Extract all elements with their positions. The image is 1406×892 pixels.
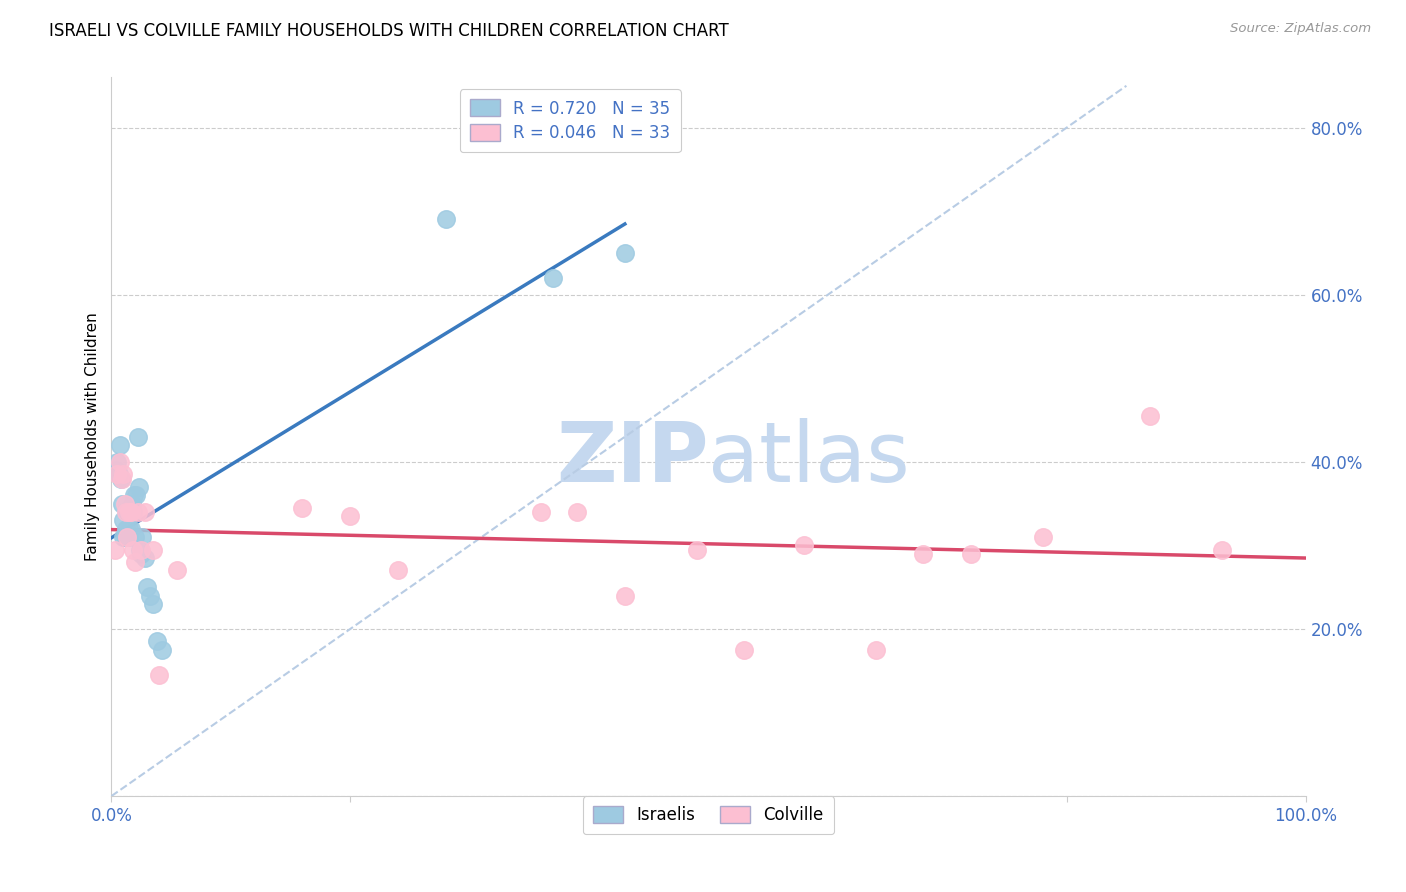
Point [115,530,138,544]
Point [114,530,136,544]
Point [166,564,188,578]
Point [112,530,135,544]
Point [129,542,152,557]
Point [148,668,170,682]
Point [134,550,156,565]
Point [121,497,143,511]
Point [291,500,314,515]
Point [114,522,136,536]
Y-axis label: Family Households with Children: Family Households with Children [86,312,100,561]
Point [960,547,983,561]
Legend: Israelis, Colville: Israelis, Colville [583,797,834,835]
Text: ZIP: ZIP [555,417,709,499]
Point [1139,409,1161,423]
Point [541,271,564,285]
Point [136,580,159,594]
Point [120,505,142,519]
Point [105,455,128,469]
Text: Source: ZipAtlas.com: Source: ZipAtlas.com [1230,22,1371,36]
Point [111,497,134,511]
Point [115,505,138,519]
Point [150,643,173,657]
Point [142,542,165,557]
Point [128,480,150,494]
Point [104,542,127,557]
Point [114,497,136,511]
Point [118,530,141,544]
Point [111,471,134,485]
Point [1211,542,1233,557]
Point [122,505,145,519]
Text: atlas: atlas [709,417,910,499]
Text: ISRAELI VS COLVILLE FAMILY HOUSEHOLDS WITH CHILDREN CORRELATION CHART: ISRAELI VS COLVILLE FAMILY HOUSEHOLDS WI… [49,22,728,40]
Point [1032,530,1054,544]
Point [138,589,160,603]
Point [120,522,142,536]
Point [127,505,149,519]
Point [793,538,815,552]
Point [108,438,131,452]
Point [127,430,149,444]
Point [134,505,156,519]
Point [114,505,136,519]
Point [912,547,935,561]
Point [118,505,141,519]
Point [122,542,145,557]
Point [110,471,132,485]
Point [105,463,128,477]
Point [146,634,169,648]
Point [613,589,636,603]
Point [108,455,131,469]
Point [733,643,755,657]
Point [117,505,139,519]
Point [530,505,553,519]
Point [613,246,636,260]
Point [122,488,145,502]
Point [685,542,707,557]
Point [114,530,136,544]
Point [387,564,409,578]
Point [434,212,457,227]
Point [865,643,887,657]
Point [124,555,146,569]
Point [112,513,135,527]
Point [112,467,135,482]
Point [129,547,152,561]
Point [125,488,148,502]
Point [105,467,128,482]
Point [565,505,588,519]
Point [124,530,146,544]
Point [131,530,153,544]
Point [339,509,361,524]
Point [142,597,165,611]
Point [129,542,152,557]
Point [118,522,141,536]
Point [107,467,129,482]
